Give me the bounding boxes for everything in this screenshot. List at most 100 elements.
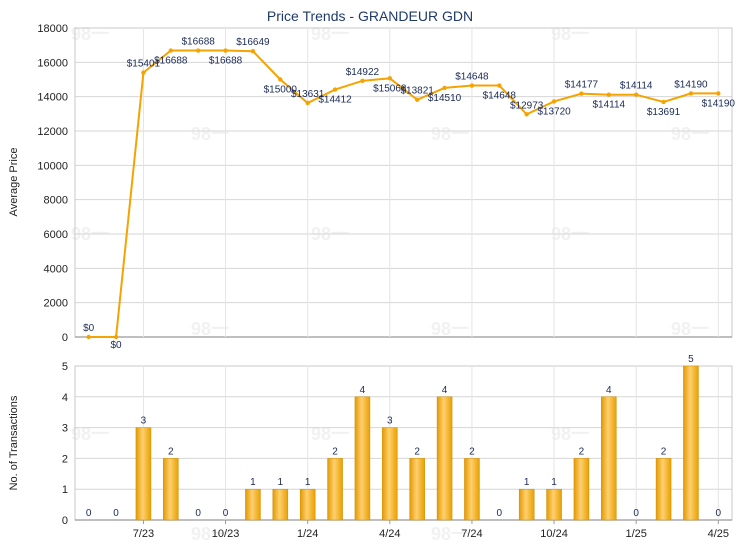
x-tick-label: 10/24	[540, 528, 568, 540]
transaction-bar-label: 0	[716, 508, 722, 519]
price-data-label: $0	[83, 323, 95, 334]
price-point	[360, 78, 365, 84]
price-point	[195, 48, 201, 53]
price-point	[606, 92, 612, 97]
price-data-label: $15000	[264, 85, 298, 96]
transaction-bar-label: 1	[278, 477, 284, 488]
transaction-bar-label: 4	[360, 385, 366, 396]
price-y-tick-label: 2000	[44, 298, 68, 310]
transaction-bar	[683, 365, 699, 521]
transaction-bar-label: 0	[223, 508, 229, 519]
price-data-label: $16688	[209, 56, 243, 67]
watermark: 98一	[671, 319, 709, 339]
price-data-label: $14412	[318, 95, 352, 106]
price-point	[141, 70, 146, 75]
watermark: 98一	[71, 24, 109, 44]
watermark: 98一	[551, 424, 589, 444]
transaction-bar-label: 1	[551, 477, 557, 488]
price-series	[86, 48, 721, 340]
watermark: 98一	[311, 424, 349, 444]
price-point	[688, 91, 694, 96]
price-data-label: $14114	[592, 100, 625, 111]
price-point	[332, 87, 338, 92]
price-point	[524, 112, 529, 117]
price-data-label: $14922	[346, 67, 380, 78]
price-data-label: $13720	[537, 106, 571, 117]
price-y-tick-label: 10000	[37, 160, 68, 172]
transactions-y-tick-label: 3	[62, 423, 68, 435]
transaction-bar	[546, 488, 562, 521]
price-y-tick-label: 18000	[37, 23, 68, 35]
price-point	[113, 334, 119, 340]
transaction-bar	[272, 488, 289, 521]
watermark: 98一	[431, 524, 469, 544]
transaction-bar	[354, 396, 371, 521]
price-data-label: $14648	[455, 72, 489, 83]
watermark: 98一	[431, 124, 469, 144]
x-tick-label: 10/23	[212, 528, 240, 540]
transaction-bar-label: 3	[387, 416, 393, 427]
price-chart-panel: 0 2000 4000 6000 8000 10000 12000 14000 16000 180…	[8, 23, 735, 351]
price-vertical-gridlines	[142, 28, 719, 337]
price-data-label: $13821	[401, 86, 435, 97]
price-plot-frame	[74, 27, 733, 338]
x-tick-label: 1/24	[297, 528, 318, 540]
watermark: 98一	[431, 319, 469, 339]
transaction-bar	[245, 488, 261, 521]
price-point	[442, 85, 447, 91]
transaction-bar-label: 0	[497, 508, 503, 519]
price-y-tick-label: 0	[62, 332, 68, 344]
transaction-bar-label: 2	[168, 446, 174, 457]
price-point	[414, 97, 420, 102]
transactions-y-tick-label: 2	[62, 453, 68, 465]
transaction-bar	[573, 458, 590, 521]
price-y-axis-title: Average Price	[8, 148, 20, 217]
price-point	[579, 91, 584, 96]
price-y-tick-label: 12000	[37, 126, 68, 138]
price-point	[469, 83, 475, 88]
price-data-label: $13691	[647, 107, 681, 118]
transaction-bar	[464, 458, 480, 521]
price-data-label: $14114	[620, 81, 653, 92]
transaction-bar	[409, 458, 425, 521]
price-data-label: $16688	[154, 56, 188, 67]
transactions-y-axis-title: No. of Transactions	[8, 395, 20, 490]
watermark: 98一	[71, 424, 109, 444]
transaction-bar-label: 0	[633, 508, 639, 519]
price-y-tick-label: 14000	[37, 92, 68, 104]
transaction-bar-label: 0	[195, 508, 201, 519]
x-tick-label: 4/25	[708, 528, 729, 540]
price-data-label: $12973	[510, 100, 544, 111]
price-data-label: $14510	[428, 93, 462, 104]
transaction-bar	[655, 458, 672, 521]
price-point	[661, 99, 666, 105]
transaction-bar-label: 2	[414, 446, 420, 457]
x-tick-label: 4/24	[379, 528, 400, 540]
transaction-bars: 0 0 3 2 0 0 1 1 1 2 4 3 2 4 2 0 1 1 2 4 0 2 5 0	[86, 354, 722, 521]
transactions-vertical-gridlines	[142, 366, 719, 520]
watermark: 98一	[191, 524, 229, 544]
transaction-bar	[327, 458, 343, 521]
price-data-label: $15401	[127, 59, 161, 70]
price-data-label: $0	[111, 340, 123, 351]
x-tick-labels: 7/23 10/23 1/24 4/24 7/24 10/24 1/25 4/25	[133, 520, 729, 540]
transaction-bar	[299, 488, 316, 521]
watermark: 98一	[311, 24, 349, 44]
price-data-label: $16688	[182, 37, 216, 48]
price-data-label: $14648	[483, 91, 517, 102]
price-y-tick-label: 4000	[44, 263, 68, 275]
transaction-bar-label: 2	[469, 446, 475, 457]
transaction-bar-label: 2	[579, 446, 585, 457]
price-point	[633, 92, 639, 97]
transactions-y-tick-label: 0	[62, 515, 68, 527]
price-point	[387, 76, 393, 81]
transactions-y-tick-label: 5	[62, 361, 68, 373]
price-point	[551, 99, 557, 104]
transaction-bar-label: 1	[250, 477, 256, 488]
price-y-tick-labels: 0 2000 4000 6000 8000 10000 12000 14000 16000 180…	[37, 23, 68, 344]
price-data-label: $14190	[674, 79, 708, 90]
price-gridlines	[74, 27, 733, 338]
transaction-bar	[436, 396, 453, 521]
transaction-bar-label: 4	[606, 385, 612, 396]
watermark: 98一	[671, 124, 709, 144]
